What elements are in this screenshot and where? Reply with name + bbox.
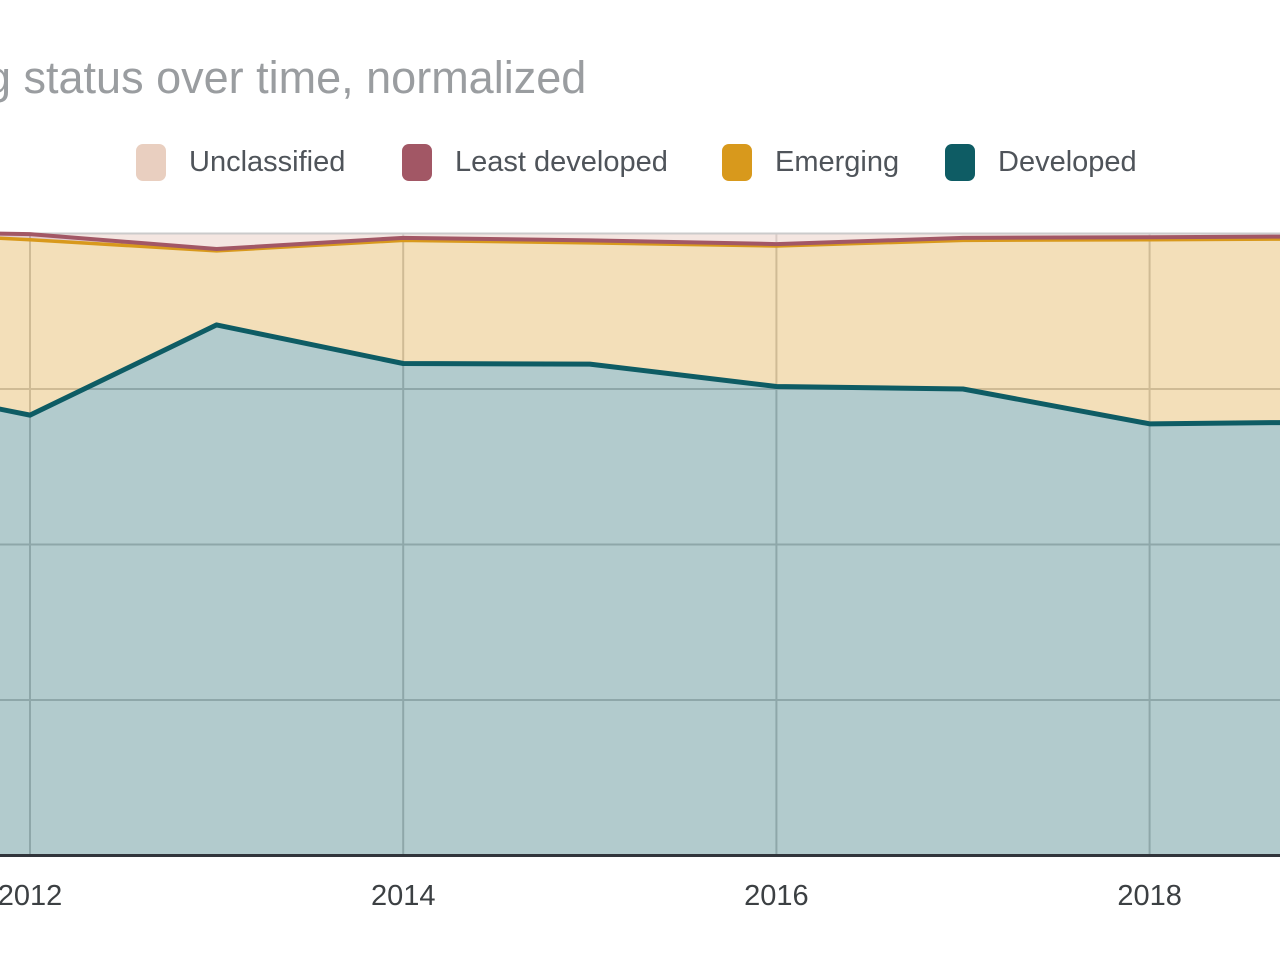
legend-item-least-developed: Least developed xyxy=(402,143,668,181)
area-developed xyxy=(0,324,1280,856)
legend-label-developed: Developed xyxy=(998,145,1137,178)
legend-swatch-emerging-icon xyxy=(722,143,752,181)
legend-swatch-unclassified-icon xyxy=(136,143,166,181)
legend-swatch-least-developed-icon xyxy=(402,143,432,181)
x-axis-label: 2016 xyxy=(744,880,809,912)
x-axis-label: 2012 xyxy=(0,880,62,912)
legend-item-emerging: Emerging xyxy=(722,143,899,181)
chart-title: g status over time, normalized xyxy=(0,52,587,103)
boundary-line-least-developed xyxy=(0,231,1280,252)
legend-label-emerging: Emerging xyxy=(775,145,900,178)
legend-item-unclassified: Unclassified xyxy=(136,143,345,181)
x-axis-label: 2014 xyxy=(371,880,436,912)
boundary-line-emerging xyxy=(0,236,1280,253)
legend-item-developed: Developed xyxy=(945,143,1137,181)
legend-label-least-developed: Least developed xyxy=(455,145,668,178)
legend-swatch-developed-icon xyxy=(945,143,975,181)
x-axis-label: 2018 xyxy=(1117,880,1182,912)
boundary-line-developed xyxy=(0,322,1280,427)
legend-label-unclassified: Unclassified xyxy=(189,145,346,178)
area-emerging xyxy=(0,238,1280,424)
